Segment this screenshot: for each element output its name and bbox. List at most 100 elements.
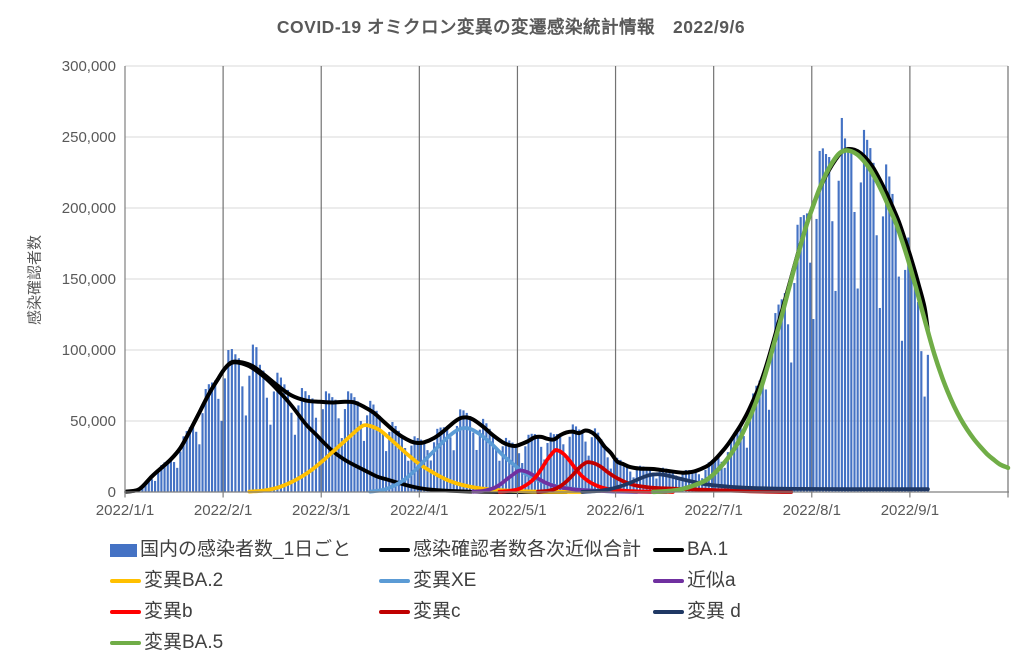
daily-bar: [758, 380, 761, 492]
daily-bar: [783, 293, 786, 492]
x-tick-label: 2022/5/1: [488, 502, 546, 519]
x-tick-label: 2022/9/1: [881, 502, 939, 519]
daily-bar: [536, 435, 540, 492]
daily-bar: [356, 401, 359, 492]
daily-bar: [258, 364, 261, 492]
daily-bar: [665, 468, 668, 492]
daily-bar: [244, 415, 247, 492]
daily-bar: [910, 257, 913, 492]
y-tick-label: 250,000: [62, 129, 116, 146]
series-line-7: [580, 472, 930, 494]
daily-bar: [314, 417, 318, 492]
daily-bar: [916, 301, 920, 492]
daily-bar: [311, 398, 314, 492]
daily-bar: [661, 467, 665, 492]
daily-bar: [269, 424, 272, 492]
daily-bar: [478, 429, 481, 492]
daily-bar: [764, 389, 767, 492]
daily-bar: [681, 474, 684, 492]
daily-bar: [394, 425, 397, 492]
daily-bar: [809, 262, 812, 492]
daily-bar: [359, 421, 362, 492]
daily-bar: [381, 433, 385, 492]
daily-bar: [678, 480, 681, 492]
daily-bar: [878, 307, 881, 492]
daily-bar: [668, 469, 671, 492]
daily-bar: [552, 434, 555, 492]
y-tick-label: 100,000: [62, 342, 116, 359]
x-tick-label: 2022/3/1: [292, 502, 350, 519]
daily-bar: [217, 398, 220, 492]
daily-bar: [609, 468, 612, 492]
daily-bar: [885, 164, 888, 492]
daily-bar: [214, 380, 217, 492]
daily-bar: [223, 378, 226, 492]
daily-bar: [652, 473, 655, 492]
daily-bar: [574, 426, 578, 492]
daily-bar: [485, 423, 488, 492]
daily-bar: [761, 373, 764, 492]
daily-bar: [198, 444, 201, 492]
daily-bar: [625, 464, 629, 492]
daily-bar: [671, 470, 674, 492]
daily-bar: [185, 431, 188, 492]
daily-bar: [195, 431, 198, 492]
daily-bar: [891, 193, 894, 492]
x-tick-label: 2022/2/1: [194, 502, 252, 519]
daily-bar: [555, 434, 559, 492]
daily-bar: [587, 455, 590, 492]
daily-bar: [413, 436, 416, 492]
daily-bar: [241, 386, 244, 492]
daily-bar: [468, 416, 472, 492]
daily-bar: [153, 480, 157, 492]
daily-bar: [372, 404, 375, 492]
daily-bar: [279, 377, 282, 492]
daily-bar: [606, 457, 609, 492]
daily-bar: [796, 224, 799, 492]
daily-bar: [730, 439, 733, 492]
daily-bar: [733, 435, 736, 492]
daily-bar: [442, 427, 445, 492]
series-line-1: [124, 360, 569, 494]
daily-bar: [375, 410, 378, 492]
daily-bar: [404, 447, 407, 492]
daily-bar: [388, 431, 391, 492]
daily-bar: [578, 429, 581, 492]
daily-bar: [498, 460, 501, 492]
daily-bar: [234, 354, 237, 492]
daily-bar: [157, 472, 160, 492]
daily-bar: [166, 460, 169, 492]
daily-bar: [571, 424, 574, 492]
daily-bar: [815, 218, 818, 492]
x-tick-label: 2022/8/1: [783, 502, 841, 519]
daily-bar: [491, 433, 494, 492]
daily-bar: [144, 482, 147, 492]
daily-bar: [459, 409, 462, 492]
daily-bar: [597, 432, 600, 492]
daily-bar: [739, 427, 742, 492]
daily-bar: [248, 375, 251, 492]
daily-bar: [255, 347, 258, 492]
daily-bar: [894, 211, 897, 493]
daily-bar: [227, 350, 230, 492]
daily-bar: [465, 412, 468, 492]
daily-bar: [593, 428, 597, 492]
daily-bar: [723, 467, 726, 492]
daily-bar: [290, 412, 293, 492]
daily-bar: [179, 451, 182, 492]
daily-bar: [172, 462, 176, 492]
daily-bar: [385, 451, 388, 492]
daily-bar: [304, 391, 307, 492]
daily-bar: [862, 129, 866, 492]
daily-bar: [812, 319, 815, 492]
daily-bar: [369, 400, 372, 492]
daily-bar: [176, 467, 179, 492]
daily-bar: [926, 354, 929, 492]
daily-bar: [900, 340, 904, 492]
daily-bar: [439, 427, 442, 492]
daily-bar: [527, 434, 530, 492]
daily-bar: [307, 395, 311, 492]
daily-bar: [875, 235, 878, 492]
daily-bar: [888, 176, 891, 493]
